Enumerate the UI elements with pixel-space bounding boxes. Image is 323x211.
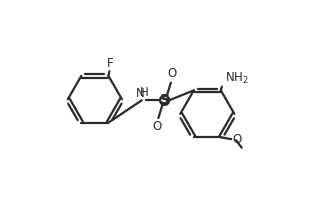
Text: O: O <box>153 120 162 134</box>
Text: S: S <box>160 93 170 107</box>
Text: F: F <box>107 57 113 70</box>
Text: O: O <box>167 67 177 80</box>
Text: O: O <box>233 133 242 146</box>
Text: H: H <box>140 86 148 99</box>
Text: NH$_2$: NH$_2$ <box>224 71 248 86</box>
Text: N: N <box>136 87 145 100</box>
Text: S: S <box>160 93 170 107</box>
Circle shape <box>160 96 169 105</box>
